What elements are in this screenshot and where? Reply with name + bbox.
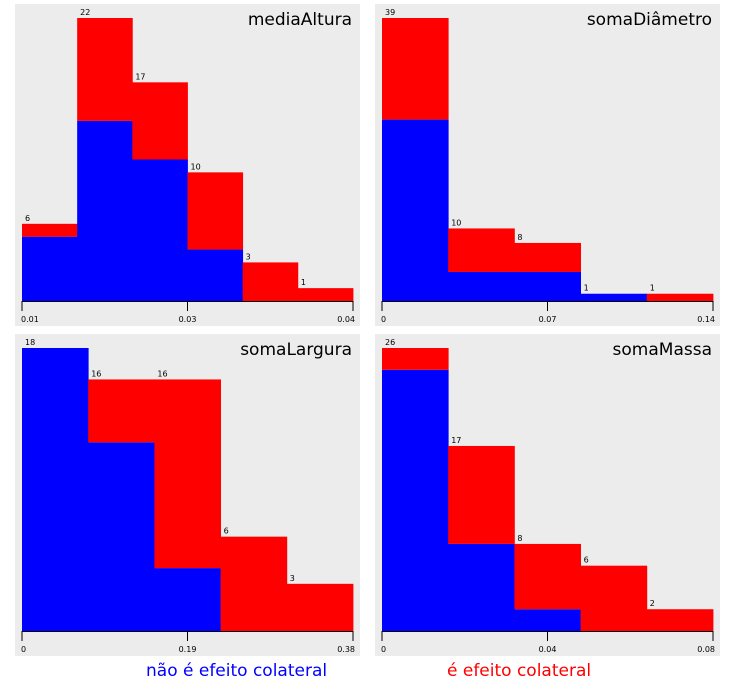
bar-efeito-3 <box>187 172 244 250</box>
x-tick-label: 0.04 <box>337 315 355 324</box>
x-tick-label: 0.38 <box>337 645 355 654</box>
bar-nao-efeito-2 <box>132 159 188 301</box>
bar-count-label: 17 <box>451 436 461 445</box>
bar-count-label: 10 <box>451 218 461 227</box>
bar-nao-efeito-1 <box>88 442 155 631</box>
histogram-soma-massa-svg: somaMassa 26 17 8 6 2 0 0.04 0.08 <box>381 338 715 654</box>
x-tick-label: 0.19 <box>179 645 197 654</box>
histogram-soma-largura: somaLargura 18 16 16 6 3 0 0.19 0.38 <box>15 334 360 656</box>
bar-count-label: 3 <box>246 252 251 261</box>
bar-nao-efeito-1 <box>448 271 515 301</box>
legend-efeito-colateral: é efeito colateral <box>447 661 592 681</box>
bar-count-label: 26 <box>385 338 395 347</box>
bar-nao-efeito-2 <box>514 609 581 631</box>
bar-efeito-2 <box>132 82 188 160</box>
x-tick-label: 0.08 <box>697 645 715 654</box>
bar-count-label: 2 <box>650 599 655 608</box>
bar-efeito-2 <box>154 379 221 569</box>
bar-efeito-1 <box>77 18 133 121</box>
bar-count-label: 6 <box>224 527 229 536</box>
bar-count-label: 1 <box>301 278 306 287</box>
bar-efeito-2 <box>514 242 581 272</box>
bar-efeito-0 <box>22 223 78 237</box>
bar-count-label: 17 <box>135 72 145 81</box>
chart-title: somaDiâmetro <box>587 10 712 30</box>
bar-nao-efeito-0 <box>382 369 449 631</box>
bar-count-label: 6 <box>25 214 30 223</box>
x-tick-label: 0.04 <box>539 645 557 654</box>
bar-efeito-0 <box>382 18 449 120</box>
x-tick-label: 0 <box>381 645 386 654</box>
bar-nao-efeito-1 <box>448 543 515 631</box>
bar-efeito-1 <box>448 445 515 544</box>
bar-nao-efeito-2 <box>514 271 581 301</box>
bar-efeito-1 <box>88 379 155 443</box>
x-tick-label: 0 <box>21 645 26 654</box>
bar-count-label: 16 <box>91 369 101 378</box>
bar-nao-efeito-2 <box>154 568 221 631</box>
bar-efeito-4 <box>242 262 299 301</box>
x-tick-label: 0.03 <box>179 315 197 324</box>
bar-nao-efeito-3 <box>580 293 648 301</box>
bar-efeito-5 <box>297 288 354 301</box>
chart-title: somaMassa <box>613 340 712 360</box>
bar-count-label: 10 <box>191 162 201 171</box>
bar-count-label: 1 <box>584 284 589 293</box>
chart-title: somaLargura <box>240 340 352 360</box>
bar-count-label: 1 <box>650 284 655 293</box>
x-tick-label: 0.01 <box>21 315 39 324</box>
bar-efeito-3 <box>220 536 288 631</box>
bar-efeito-3 <box>580 565 648 631</box>
x-tick-label: 0 <box>381 315 386 324</box>
bar-count-label: 39 <box>385 8 395 17</box>
bar-count-label: 8 <box>517 233 522 242</box>
legend-nao-efeito-colateral: não é efeito colateral <box>146 661 328 681</box>
bar-efeito-1 <box>448 228 515 272</box>
x-tick-label: 0.14 <box>697 315 715 324</box>
bar-efeito-4 <box>646 609 714 631</box>
bar-count-label: 8 <box>517 534 522 543</box>
chart-title: mediaAltura <box>248 10 352 30</box>
bar-count-label: 18 <box>25 338 35 347</box>
histogram-media-altura-svg: mediaAltura 6 22 17 10 3 1 0.01 0.03 0.04 <box>21 8 355 324</box>
bar-nao-efeito-0 <box>22 236 78 301</box>
bar-efeito-2 <box>514 543 581 610</box>
x-tick-label: 0.07 <box>539 315 557 324</box>
bar-count-label: 22 <box>80 8 90 17</box>
bar-efeito-4 <box>286 583 354 631</box>
bar-efeito-4 <box>646 293 714 301</box>
bar-nao-efeito-1 <box>77 120 133 301</box>
histogram-media-altura: mediaAltura 6 22 17 10 3 1 0.01 0.03 0.04 <box>15 4 360 326</box>
bar-nao-efeito-0 <box>22 348 89 631</box>
bar-efeito-0 <box>382 348 449 370</box>
histogram-soma-largura-svg: somaLargura 18 16 16 6 3 0 0.19 0.38 <box>21 338 355 654</box>
bar-nao-efeito-0 <box>382 119 449 301</box>
bar-count-label: 6 <box>584 556 589 565</box>
bar-count-label: 3 <box>290 574 295 583</box>
histogram-soma-diametro: somaDiâmetro 39 10 8 1 1 0 0.07 0.14 <box>375 4 720 326</box>
histogram-soma-massa: somaMassa 26 17 8 6 2 0 0.04 0.08 <box>375 334 720 656</box>
bar-count-label: 16 <box>157 369 167 378</box>
bar-nao-efeito-3 <box>187 249 244 301</box>
